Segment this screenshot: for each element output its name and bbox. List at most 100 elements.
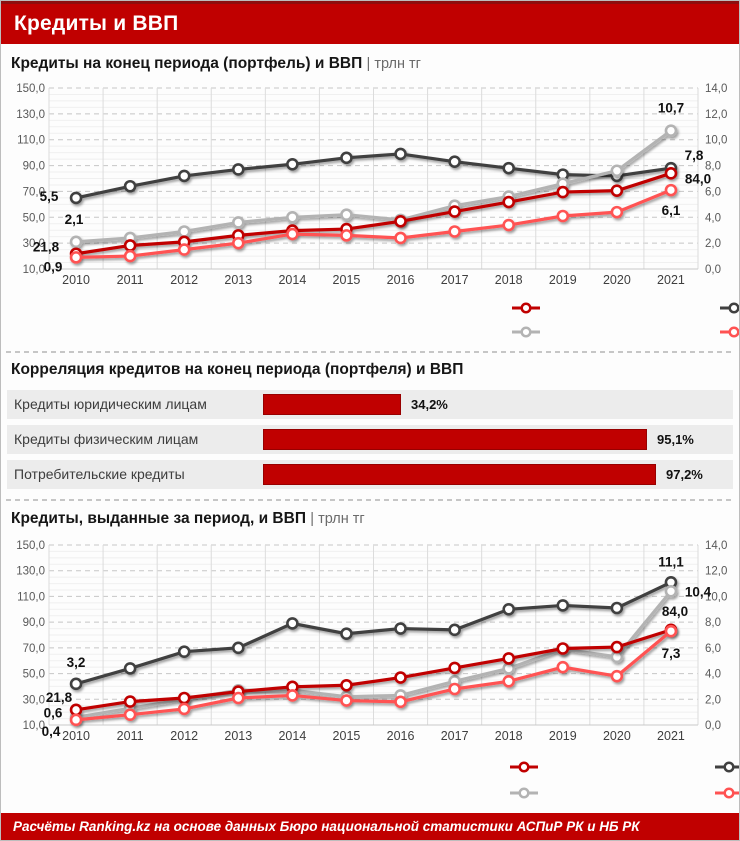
correlation-title: Корреляция кредитов на конец периода (по… xyxy=(11,361,464,378)
left-axis-tick: 30,0 xyxy=(23,238,45,250)
legend-marker-corporate xyxy=(364,302,739,314)
data-point-marker xyxy=(556,599,570,612)
right-axis-tick: 0,0 xyxy=(705,720,721,732)
series-line xyxy=(75,590,673,719)
data-point-marker xyxy=(556,642,570,655)
data-point-marker xyxy=(340,694,353,707)
legend-item-gdp: ВВП xyxy=(154,759,739,775)
legend-marker-consumer xyxy=(364,326,739,338)
correlation-row-consumer: Потребительские кредиты 97,2% xyxy=(7,460,733,489)
left-axis-tick: 110,0 xyxy=(17,591,45,603)
data-point-marker xyxy=(231,641,245,655)
data-point-marker xyxy=(177,691,191,705)
series-3 xyxy=(69,183,678,264)
data-point-marker xyxy=(610,164,624,178)
x-axis-year-label: 2017 xyxy=(441,273,469,287)
data-point-marker xyxy=(177,225,191,238)
right-axis-tick: 6,0 xyxy=(705,186,721,198)
x-axis-year-label: 2021 xyxy=(657,729,685,743)
section-divider xyxy=(6,499,734,501)
correlation-value: 95,1% xyxy=(657,432,694,447)
data-point-marker xyxy=(177,645,191,659)
right-axis-tick: 14,0 xyxy=(705,540,727,552)
data-point-marker xyxy=(664,183,678,197)
data-point-marker xyxy=(340,151,353,165)
legend-item-retail: Кредиты физическим лицам xyxy=(154,785,739,801)
series-end-label: 84,0 xyxy=(685,171,711,186)
legend-item-corporate: Кредиты юридическим лицам xyxy=(359,759,739,775)
series-end-label: 10,4 xyxy=(685,584,712,599)
data-point-marker xyxy=(664,124,678,137)
data-point-marker xyxy=(123,249,137,263)
x-axis-year-label: 2021 xyxy=(657,273,685,287)
left-axis-tick: 150,0 xyxy=(16,83,45,95)
x-axis-year-label: 2014 xyxy=(278,273,306,287)
data-point-marker xyxy=(69,191,83,205)
data-point-marker xyxy=(69,703,83,717)
series-line xyxy=(75,171,672,256)
x-axis-year-label: 2013 xyxy=(224,273,252,287)
data-point-marker xyxy=(556,660,570,674)
data-point-marker xyxy=(502,218,516,232)
series-start-label: 0,4 xyxy=(42,724,61,739)
data-point-marker xyxy=(231,236,245,250)
data-point-marker xyxy=(394,147,407,161)
series-1 xyxy=(69,575,678,691)
data-point-marker xyxy=(286,157,299,171)
x-axis-year-label: 2010 xyxy=(62,273,90,287)
series-start-label: 0,6 xyxy=(44,705,63,720)
left-axis-tick: 50,0 xyxy=(23,669,45,681)
series-end-label: 7,8 xyxy=(685,148,704,163)
legend-marker-gdp xyxy=(154,761,739,773)
series-line xyxy=(75,129,672,244)
left-axis-tick: 150,0 xyxy=(16,540,45,552)
correlation-bar xyxy=(263,464,656,485)
data-point-marker xyxy=(502,195,516,209)
x-axis-year-label: 2014 xyxy=(278,729,306,743)
data-point-marker xyxy=(556,209,570,223)
data-point-marker xyxy=(177,169,191,183)
correlation-row-corporate: Кредиты юридическим лицам 34,2% xyxy=(7,390,733,419)
series-line xyxy=(76,188,672,259)
data-point-marker xyxy=(394,671,407,684)
legend-marker-gdp xyxy=(156,302,739,314)
data-point-marker xyxy=(448,623,461,637)
data-point-marker xyxy=(286,689,299,702)
chart1-title-text: Кредиты на конец периода (портфель) и ВВ… xyxy=(11,55,363,72)
x-axis-year-label: 2010 xyxy=(62,729,90,743)
legend-marker-corporate xyxy=(359,761,739,773)
data-point-marker xyxy=(340,627,353,641)
chart2-title: Кредиты, выданные за период, и ВВП | трл… xyxy=(11,510,365,528)
data-point-marker xyxy=(177,702,191,716)
chart2-units: | трлн тг xyxy=(310,511,365,527)
x-axis-year-label: 2019 xyxy=(549,273,577,287)
series-line xyxy=(75,580,672,686)
correlation-row-retail: Кредиты физическим лицам 95,1% xyxy=(7,425,733,454)
data-point-marker xyxy=(394,214,407,228)
left-axis-tick: 130,0 xyxy=(16,109,45,121)
right-axis-tick: 10,0 xyxy=(705,591,727,603)
legend-item-gdp: ВВП xyxy=(156,300,739,316)
header-banner: Кредиты и ВВП xyxy=(1,1,739,44)
left-axis-tick: 130,0 xyxy=(16,566,45,578)
source-text: Расчёты Ranking.kz на основе данных Бюро… xyxy=(13,819,640,834)
right-axis-tick: 0,0 xyxy=(705,264,721,276)
series-end-label: 7,3 xyxy=(662,646,681,661)
right-axis-tick: 4,0 xyxy=(705,669,721,681)
x-axis-year-label: 2019 xyxy=(549,729,577,743)
left-axis-tick: 70,0 xyxy=(23,643,45,655)
data-point-marker xyxy=(502,161,516,175)
x-axis-year-label: 2013 xyxy=(224,729,252,743)
x-axis-year-label: 2018 xyxy=(495,729,523,743)
chart2-title-text: Кредиты, выданные за период, и ВВП xyxy=(11,510,306,527)
data-point-marker xyxy=(69,713,83,727)
data-point-marker xyxy=(610,205,624,219)
data-point-marker xyxy=(340,208,353,221)
series-start-label: 21,8 xyxy=(46,690,73,705)
data-point-marker xyxy=(177,243,191,256)
x-axis-year-label: 2018 xyxy=(495,273,523,287)
left-axis-tick: 10,0 xyxy=(23,720,45,732)
data-point-marker xyxy=(448,155,461,168)
series-start-label: 21,8 xyxy=(33,240,60,255)
